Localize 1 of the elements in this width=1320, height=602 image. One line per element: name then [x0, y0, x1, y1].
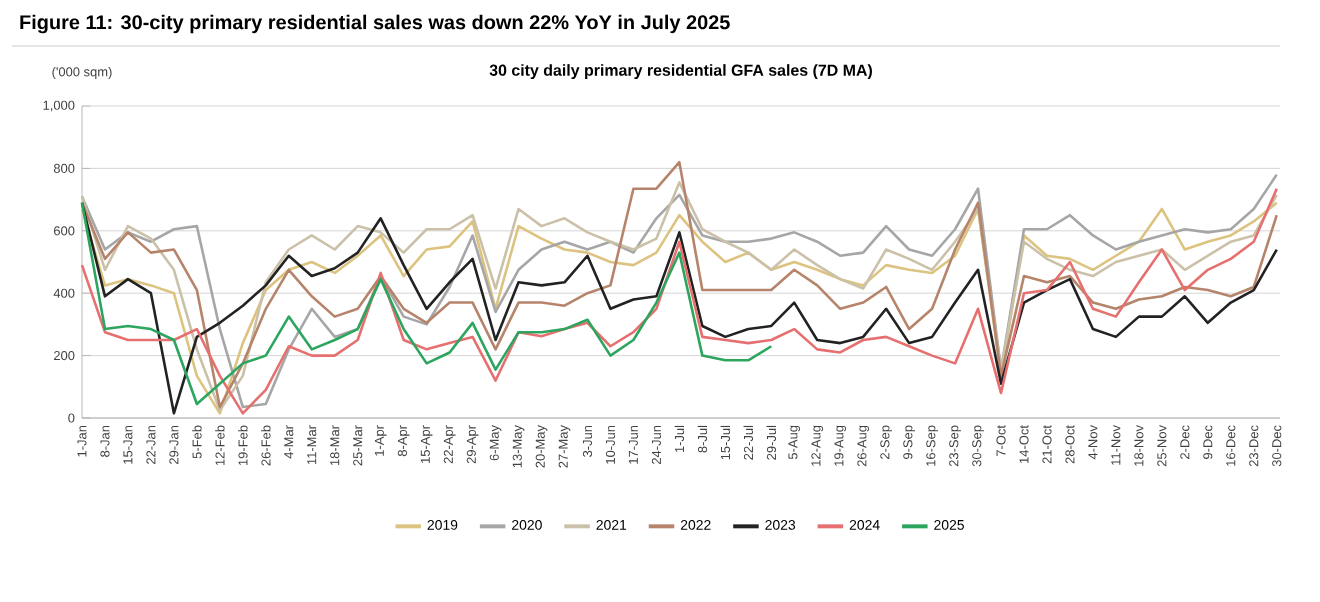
chart-title: Figure 11: 30-city primary residential sales was down 22% YoY in July 2025: [20, 14, 730, 34]
